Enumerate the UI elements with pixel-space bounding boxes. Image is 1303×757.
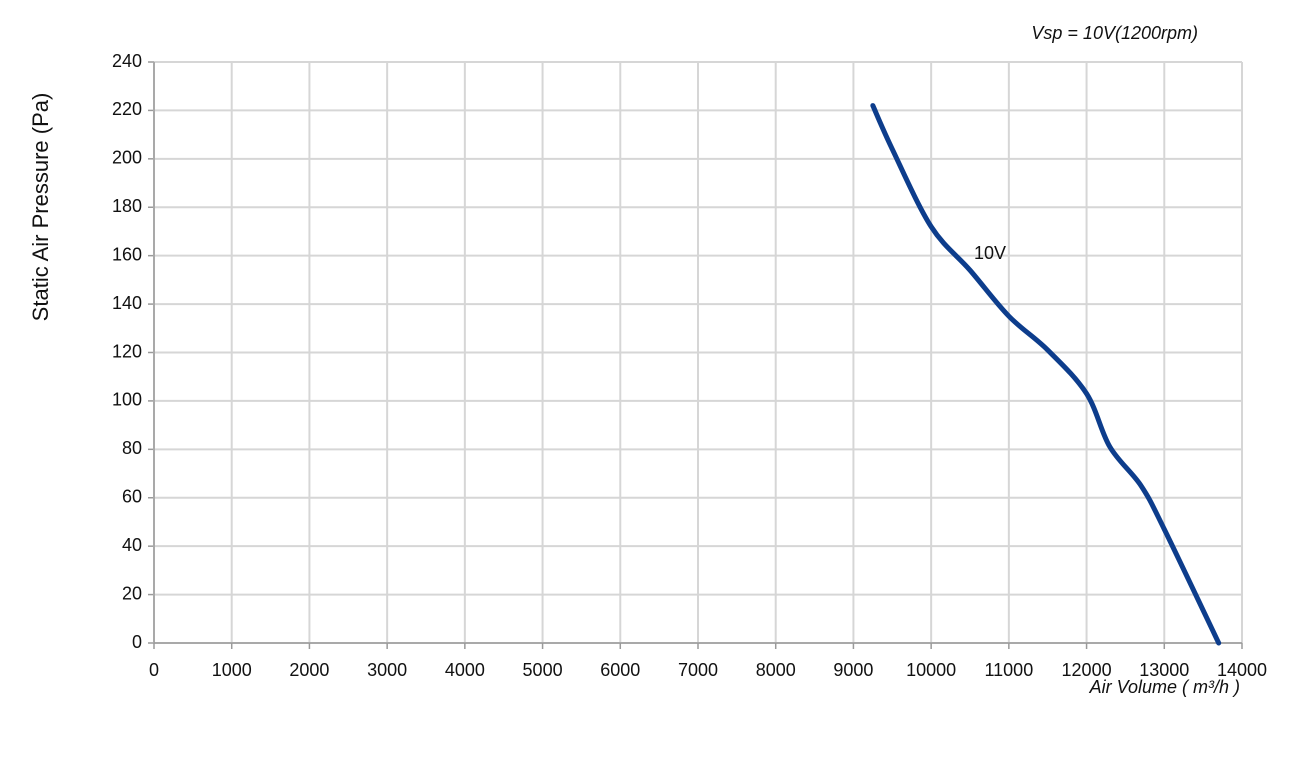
x-tick-label: 5000 [523, 660, 563, 680]
x-tick-label: 7000 [678, 660, 718, 680]
x-tick-label: 14000 [1217, 660, 1267, 680]
y-tick-label: 100 [112, 390, 142, 410]
chart-title: Vsp = 10V(1200rpm) [1031, 23, 1198, 43]
x-tick-label: 0 [149, 660, 159, 680]
x-tick-label: 13000 [1139, 660, 1189, 680]
y-tick-label: 240 [112, 51, 142, 71]
x-tick-label: 8000 [756, 660, 796, 680]
y-tick-label: 160 [112, 244, 142, 264]
line [870, 103, 1222, 646]
y-tick-label: 40 [122, 535, 142, 555]
x-tick-label: 10000 [906, 660, 956, 680]
x-tick-label: 2000 [289, 660, 329, 680]
y-axis-label: Static Air Pressure (Pa) [28, 93, 53, 322]
x-axis-label: Air Volume ( m³/h ) [1089, 677, 1240, 697]
x-tick-label: 4000 [445, 660, 485, 680]
series-label: 10V [974, 243, 1006, 263]
x-tick-label: 12000 [1062, 660, 1112, 680]
y-tick-label: 220 [112, 99, 142, 119]
x-tick-label: 6000 [600, 660, 640, 680]
x-tick-label: 9000 [833, 660, 873, 680]
y-tick-label: 200 [112, 148, 142, 168]
x-tick-label: 1000 [212, 660, 252, 680]
y-tick-label: 80 [122, 438, 142, 458]
y-tick-label: 140 [112, 293, 142, 313]
x-tick-label: 11000 [984, 660, 1033, 680]
y-tick-label: 60 [122, 487, 142, 507]
y-tick-label: 120 [112, 341, 142, 361]
x-tick-label: 3000 [367, 660, 407, 680]
y-tick-label: 0 [132, 632, 142, 652]
y-tick-label: 180 [112, 196, 142, 216]
y-tick-label: 20 [122, 583, 142, 603]
